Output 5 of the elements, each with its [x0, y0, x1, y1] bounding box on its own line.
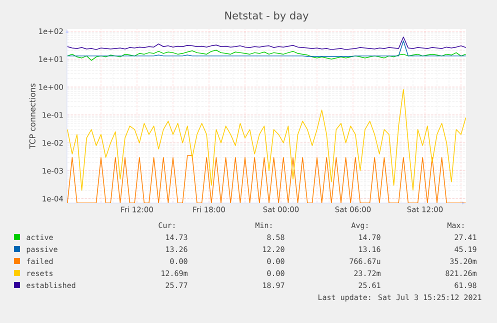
line-series: [67, 50, 466, 61]
y-axis-title: TCP connections: [29, 84, 36, 149]
line-series: [67, 89, 466, 191]
chart-title: Netstat - by day: [225, 11, 308, 22]
line-series: [67, 36, 466, 50]
